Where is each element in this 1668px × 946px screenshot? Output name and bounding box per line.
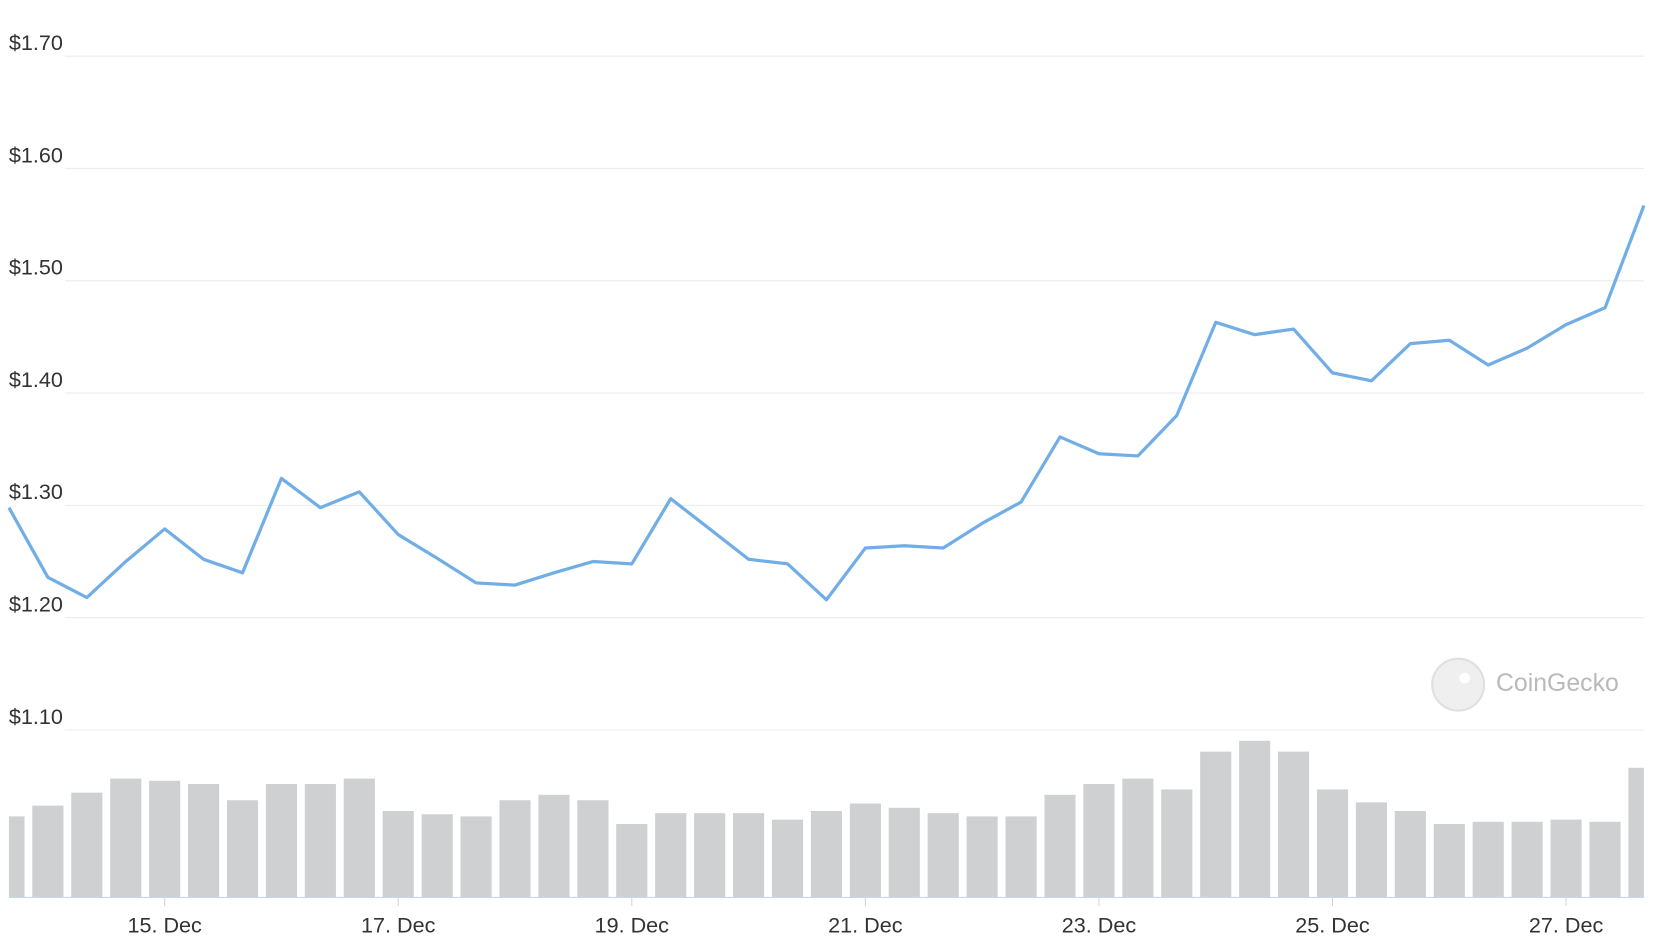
volume-bar	[1083, 784, 1115, 898]
watermark: CoinGecko	[1431, 657, 1619, 712]
watermark-logo	[1431, 657, 1486, 712]
x-tick-label: 19. Dec	[595, 912, 670, 937]
volume-bar	[71, 792, 103, 898]
price-line	[7, 204, 1646, 602]
volume-bar	[382, 811, 414, 898]
y-tick-label: $1.60	[9, 142, 63, 167]
y-tick-label: $1.20	[9, 592, 63, 617]
volume-bar	[460, 816, 492, 898]
volume-bar	[265, 784, 298, 898]
x-tick-label: 17. Dec	[361, 912, 436, 937]
volume-bar	[1200, 751, 1232, 898]
y-tick-label: $1.40	[9, 367, 63, 392]
volume-bar	[655, 813, 687, 898]
volume-bar	[1394, 811, 1426, 898]
volume-bar	[1511, 821, 1543, 898]
volume-bar	[1239, 740, 1271, 898]
volume-bar	[1316, 789, 1349, 898]
volume-bar	[32, 805, 64, 898]
y-tick-label: $1.10	[9, 704, 63, 729]
volume-bar	[888, 807, 920, 898]
y-tick-label: $1.70	[9, 30, 63, 55]
x-tick-label: 25. Dec	[1295, 912, 1370, 937]
volume-bar	[226, 800, 259, 898]
volume-bar	[188, 784, 220, 898]
volume-bar	[1355, 802, 1388, 898]
volume-bar	[1550, 819, 1582, 898]
volume-bar	[1161, 789, 1193, 898]
volume-bar	[149, 780, 181, 898]
volume-bar	[577, 800, 609, 898]
x-tick-label: 15. Dec	[127, 912, 202, 937]
x-tick-label: 23. Dec	[1062, 912, 1137, 937]
watermark-text: CoinGecko	[1496, 670, 1619, 697]
volume-bar	[1044, 794, 1076, 898]
plot: $1.10 $1.20 $1.30 $1.40 $1.50 $1.60 $1.70 15. D…	[7, 30, 1646, 937]
volume-bar	[927, 813, 959, 898]
watermark-logo-eye	[1459, 672, 1471, 684]
x-tick-label: 27. Dec	[1529, 912, 1604, 937]
volume-bar	[421, 814, 453, 898]
volume-bar	[538, 794, 570, 898]
volume-bar	[849, 803, 881, 898]
volume-bar	[616, 823, 648, 898]
volume-bar	[771, 819, 804, 898]
y-tick-label: $1.30	[9, 479, 63, 504]
volume-bar	[733, 813, 765, 898]
x-tick-label: 21. Dec	[828, 912, 903, 937]
volume-bar	[110, 778, 142, 898]
volume-bar	[1278, 751, 1310, 898]
volume-bar	[966, 816, 998, 898]
y-tick-label: $1.50	[9, 255, 63, 280]
volume-bar	[499, 800, 531, 898]
volume-bar	[1628, 767, 1644, 898]
volume-bar	[1005, 816, 1037, 898]
volume-bar	[8, 816, 25, 898]
volume-bar	[1472, 821, 1504, 898]
volume-bar	[1433, 823, 1465, 898]
volume-bar	[810, 811, 843, 898]
volume-bar	[1589, 821, 1621, 898]
volume-bar	[343, 778, 375, 898]
volume-bar	[304, 784, 336, 898]
volume-bar	[694, 813, 726, 898]
volume-bar	[1122, 778, 1154, 898]
